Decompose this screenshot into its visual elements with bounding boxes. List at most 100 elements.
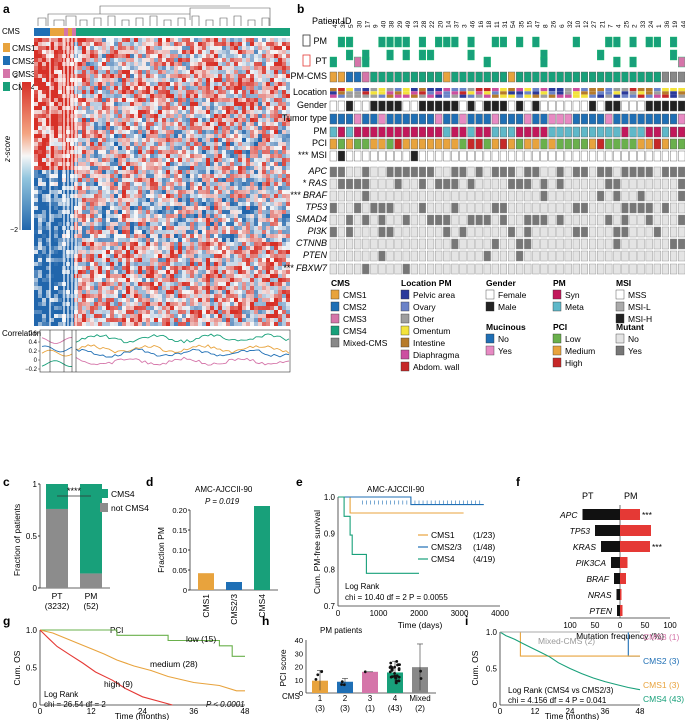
- heatmap-cell: [254, 286, 258, 290]
- heatmap-cell: [98, 218, 102, 222]
- heatmap-cell: [106, 114, 110, 118]
- heatmap-cell: [182, 270, 186, 274]
- heatmap-cell: [86, 202, 90, 206]
- heatmap-cell: [246, 130, 250, 134]
- heatmap-cell: [278, 42, 282, 46]
- heatmap-cell: [178, 138, 182, 142]
- heatmap-cell: [202, 122, 206, 126]
- heatmap-cell: [114, 178, 118, 182]
- heatmap-cell: [90, 110, 94, 114]
- heatmap-cell: [238, 38, 242, 42]
- heatmap-cell: [266, 302, 270, 306]
- heatmap-cell: [182, 214, 186, 218]
- heatmap-cell: [58, 310, 62, 314]
- heatmap-cell: [134, 174, 138, 178]
- heatmap-cell: [210, 162, 214, 166]
- patient-id: 8: [543, 24, 550, 28]
- heatmap-cell: [182, 222, 186, 226]
- heatmap-cell: [270, 262, 274, 266]
- row-label-box: [302, 54, 311, 67]
- heatmap-cell: [286, 122, 290, 126]
- heatmap-cell: [90, 114, 94, 118]
- heatmap-cell: [190, 38, 194, 42]
- heatmap-cell: [254, 178, 258, 182]
- heatmap-cell: [54, 190, 58, 194]
- heatmap-cell: [126, 66, 130, 70]
- heatmap-cell: [146, 106, 150, 110]
- heatmap-cell: [106, 182, 110, 186]
- patient-id: 9: [373, 24, 380, 28]
- oncoprint-cell: [346, 190, 354, 202]
- heatmap-cell: [142, 150, 146, 154]
- heatmap-cell: [106, 74, 110, 78]
- heatmap-cell: [102, 210, 106, 214]
- heatmap-cell: [146, 274, 150, 278]
- heatmap-cell: [262, 306, 266, 310]
- heatmap-cell: [86, 70, 90, 74]
- heatmap-cell: [258, 62, 262, 66]
- heatmap-cell: [246, 94, 250, 98]
- heatmap-cell: [142, 206, 146, 210]
- heatmap-cell: [90, 50, 94, 54]
- heatmap-cell: [242, 46, 246, 50]
- heatmap-cell: [258, 266, 262, 270]
- heatmap-cell: [258, 194, 262, 198]
- heatmap-cell: [178, 310, 182, 314]
- heatmap-cell: [254, 150, 258, 154]
- heatmap-cell: [54, 50, 58, 54]
- heatmap-cell: [182, 278, 186, 282]
- heatmap-cell: [58, 318, 62, 322]
- heatmap-cell: [174, 226, 178, 230]
- heatmap-cell: [130, 50, 134, 54]
- heatmap-cell: [154, 138, 158, 142]
- heatmap-cell: [50, 306, 54, 310]
- heatmap-cell: [170, 182, 174, 186]
- heatmap-cell: [122, 306, 126, 310]
- heatmap-cell: [50, 250, 54, 254]
- heatmap-cell: [106, 254, 110, 258]
- heatmap-cell: [174, 162, 178, 166]
- heatmap-cell: [122, 62, 126, 66]
- heatmap-cell: [162, 66, 166, 70]
- heatmap-cell: [150, 158, 154, 162]
- heatmap-cell: [90, 182, 94, 186]
- heatmap-cell: [126, 198, 130, 202]
- heatmap-cell: [122, 102, 126, 106]
- heatmap-cell: [186, 126, 190, 130]
- heatmap-cell: [46, 138, 50, 142]
- heatmap-cell: [226, 198, 230, 202]
- heatmap-cell: [274, 166, 278, 170]
- heatmap-cell: [282, 98, 286, 102]
- heatmap-cell: [226, 190, 230, 194]
- heatmap-cell: [186, 86, 190, 90]
- heatmap-cell: [50, 162, 54, 166]
- heatmap-cell: [50, 174, 54, 178]
- heatmap-cell: [158, 238, 162, 242]
- heatmap-cell: [170, 166, 174, 170]
- heatmap-cell: [122, 214, 126, 218]
- heatmap-cell: [50, 86, 54, 90]
- heatmap-cell: [210, 118, 214, 122]
- heatmap-cell: [118, 186, 122, 190]
- heatmap-cell: [82, 118, 86, 122]
- heatmap-cell: [238, 122, 242, 126]
- heatmap-cell: [186, 158, 190, 162]
- heatmap-cell: [230, 46, 234, 50]
- heatmap-cell: [254, 294, 258, 298]
- heatmap-cell: [262, 54, 266, 58]
- heatmap-cell: [38, 206, 42, 210]
- heatmap-cell: [50, 246, 54, 250]
- heatmap-cell: [206, 234, 210, 238]
- heatmap-cell: [122, 42, 126, 46]
- heatmap-cell: [286, 106, 290, 110]
- heatmap-cell: [90, 234, 94, 238]
- heatmap-cell: [50, 214, 54, 218]
- heatmap-cell: [50, 234, 54, 238]
- heatmap-cell: [210, 62, 214, 66]
- heatmap-cell: [90, 246, 94, 250]
- oncoprint-cell: [362, 178, 370, 190]
- heatmap-cell: [126, 162, 130, 166]
- heatmap-cell: [122, 58, 126, 62]
- heatmap-cell: [210, 70, 214, 74]
- oncoprint-cell: [337, 126, 346, 138]
